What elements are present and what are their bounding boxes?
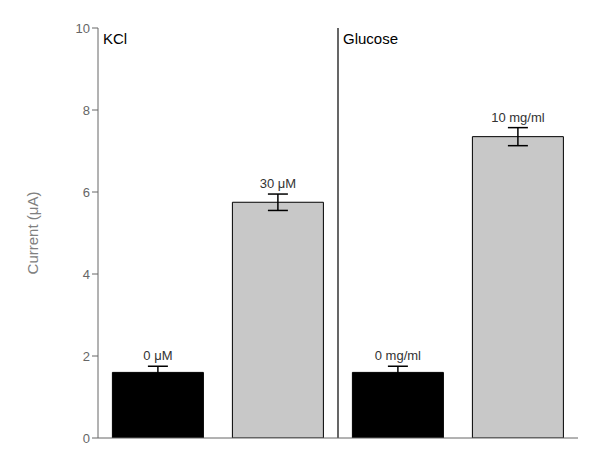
svg-text:10: 10 — [76, 21, 90, 36]
svg-text:Current (μA): Current (μA) — [24, 192, 41, 275]
svg-text:4: 4 — [83, 267, 90, 282]
svg-text:0: 0 — [83, 431, 90, 446]
svg-text:8: 8 — [83, 103, 90, 118]
svg-text:KCl: KCl — [103, 30, 127, 47]
svg-text:Glucose: Glucose — [343, 30, 398, 47]
svg-text:0 mg/ml: 0 mg/ml — [375, 348, 421, 363]
svg-text:10 mg/ml: 10 mg/ml — [491, 110, 545, 125]
svg-text:6: 6 — [83, 185, 90, 200]
svg-text:0 μM: 0 μM — [143, 348, 172, 363]
svg-text:2: 2 — [83, 349, 90, 364]
svg-text:30 μM: 30 μM — [260, 176, 296, 191]
